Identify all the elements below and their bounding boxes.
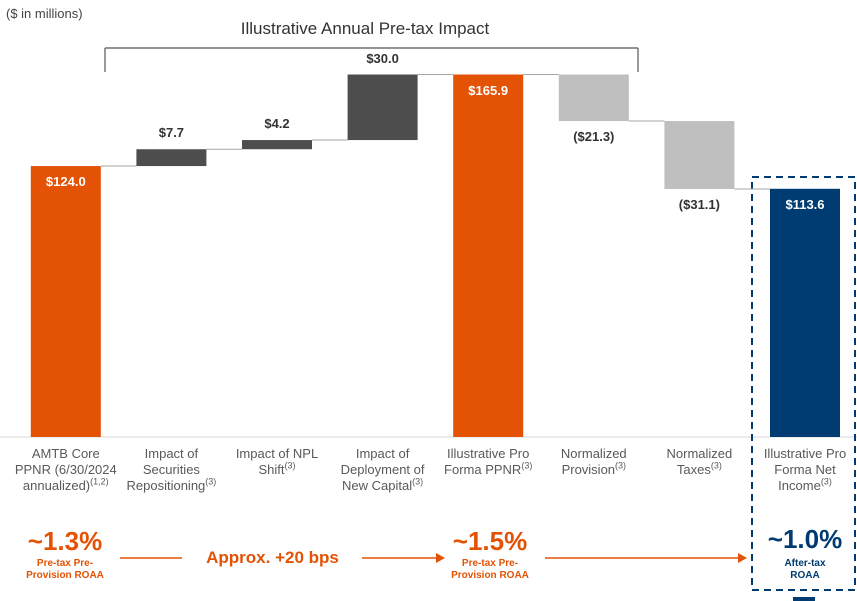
- value-label: ($31.1): [678, 197, 720, 212]
- bar: [558, 74, 629, 122]
- footnote-ref: (1,2): [90, 476, 109, 487]
- footnote-ref: (3): [284, 460, 296, 471]
- value-label: $4.2: [264, 116, 290, 132]
- x-tick-label: Illustrative Pro Forma Net Income(3): [753, 446, 857, 494]
- footnote-ref: (3): [521, 460, 533, 471]
- value-label: ($21.3): [573, 129, 615, 145]
- bar: [136, 149, 207, 167]
- x-tick-label: Normalized Taxes(3): [647, 446, 751, 478]
- footnote-ref: (3): [820, 476, 832, 487]
- bar: [347, 74, 418, 141]
- bar: [664, 121, 735, 190]
- annotation: ~1.3%: [27, 526, 103, 556]
- x-tick-label: Normalized Provision(3): [542, 446, 646, 478]
- annotation: ~1.0%: [767, 524, 843, 554]
- value-label: $165.9: [468, 82, 509, 98]
- footnote-ref: (3): [412, 476, 424, 487]
- category-text: Impact of Securities Repositioning: [126, 446, 206, 493]
- footnote-ref: (3): [205, 476, 217, 487]
- annotation: ~1.5%: [452, 526, 528, 556]
- bar: [770, 188, 840, 437]
- value-label: $30.0: [366, 50, 399, 66]
- category-text: AMTB Core PPNR (6/30/2024 annualized): [14, 446, 117, 493]
- value-label: $124.0: [45, 174, 86, 190]
- annotation: Approx. +20 bps: [206, 548, 339, 567]
- annotation-subtext: Pre-tax Pre-Provision ROAA: [26, 558, 104, 581]
- x-tick-label: Impact of Deployment of New Capital(3): [331, 446, 435, 494]
- footnote-ref: (3): [615, 460, 627, 471]
- footnote-ref: (3): [710, 460, 722, 471]
- chart-title: Illustrative Annual Pre-tax Impact: [240, 19, 490, 38]
- x-tick-label: Impact of Securities Repositioning(3): [119, 446, 223, 494]
- value-label: $113.6: [785, 196, 825, 212]
- x-tick-label: Illustrative Pro Forma PPNR(3): [436, 446, 540, 478]
- category-text: Normalized Provision: [560, 446, 627, 477]
- category-text: Normalized Taxes: [666, 446, 733, 477]
- bar: [30, 166, 101, 437]
- annotation-subtext: After-tax ROAA: [784, 558, 826, 581]
- decoration: [793, 597, 815, 601]
- value-label: $7.7: [158, 125, 185, 141]
- highlight-box: [751, 176, 856, 591]
- category-text: Impact of Deployment of New Capital: [340, 446, 425, 493]
- arrowhead: [738, 553, 747, 563]
- arrowhead: [436, 553, 445, 563]
- annotation-subtext: Pre-tax Pre-Provision ROAA: [451, 558, 529, 581]
- x-tick-label: AMTB Core PPNR (6/30/2024 annualized)(1,…: [14, 446, 118, 494]
- category-text: Illustrative Pro Forma PPNR: [444, 446, 530, 477]
- category-text: Impact of NPL Shift: [235, 446, 319, 477]
- bar: [453, 74, 524, 438]
- bar: [242, 140, 312, 150]
- x-tick-label: Impact of NPL Shift(3): [225, 446, 329, 478]
- category-text: Illustrative Pro Forma Net Income: [763, 446, 847, 493]
- subtitle: ($ in millions): [6, 6, 83, 21]
